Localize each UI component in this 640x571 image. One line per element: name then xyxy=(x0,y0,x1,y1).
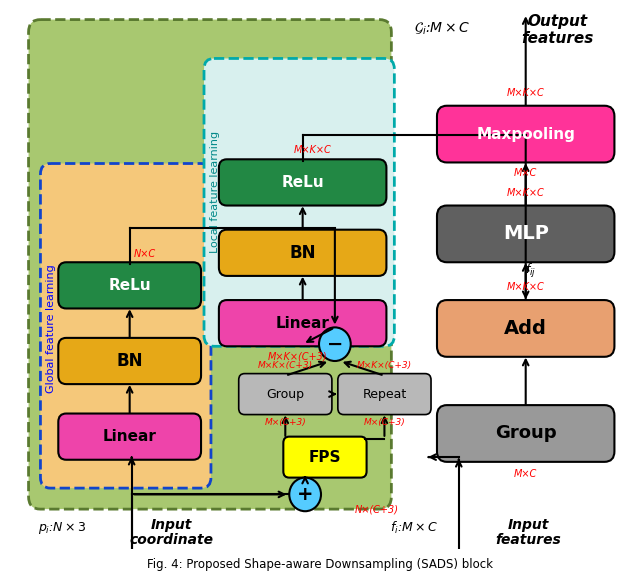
Text: features: features xyxy=(495,533,561,546)
Text: $\mathcal{G}_i$:$M\times C$: $\mathcal{G}_i$:$M\times C$ xyxy=(414,21,471,37)
FancyBboxPatch shape xyxy=(284,437,367,477)
Text: M×K×(C+3): M×K×(C+3) xyxy=(357,361,412,369)
Text: M×K×C: M×K×C xyxy=(294,145,332,155)
FancyBboxPatch shape xyxy=(40,163,211,488)
FancyBboxPatch shape xyxy=(338,373,431,415)
Text: features: features xyxy=(522,31,594,46)
Text: Input: Input xyxy=(508,518,549,532)
Text: MLP: MLP xyxy=(503,224,548,243)
Text: −: − xyxy=(326,335,343,353)
Text: coordinate: coordinate xyxy=(129,533,213,546)
Text: Group: Group xyxy=(495,424,557,443)
Text: M×C: M×C xyxy=(514,168,538,178)
Text: Linear: Linear xyxy=(276,316,330,331)
Text: BN: BN xyxy=(116,352,143,370)
Text: M×K×C: M×K×C xyxy=(507,188,545,198)
FancyBboxPatch shape xyxy=(58,413,201,460)
FancyBboxPatch shape xyxy=(204,58,394,346)
Text: BN: BN xyxy=(289,244,316,262)
Circle shape xyxy=(319,327,351,361)
Text: M×K×C: M×K×C xyxy=(507,88,545,98)
Text: M×K×C: M×K×C xyxy=(507,283,545,292)
Text: Global feature learning: Global feature learning xyxy=(46,264,56,393)
Text: Local feature learning: Local feature learning xyxy=(210,131,220,253)
Text: $p_i$:$N\times 3$: $p_i$:$N\times 3$ xyxy=(38,520,86,536)
Text: Repeat: Repeat xyxy=(362,388,406,401)
Text: N×(C+3): N×(C+3) xyxy=(355,504,399,514)
Text: Group: Group xyxy=(266,388,304,401)
Text: M×K×(C+3): M×K×(C+3) xyxy=(268,352,328,362)
Text: FPS: FPS xyxy=(308,449,341,465)
Text: $f_{ij}$: $f_{ij}$ xyxy=(525,262,536,280)
Text: +: + xyxy=(297,485,314,504)
Text: ReLu: ReLu xyxy=(108,278,151,293)
Circle shape xyxy=(289,477,321,511)
Text: Maxpooling: Maxpooling xyxy=(476,127,575,142)
Text: N×C: N×C xyxy=(134,249,156,259)
FancyBboxPatch shape xyxy=(219,300,387,346)
Text: M×(C+3): M×(C+3) xyxy=(264,419,306,428)
FancyBboxPatch shape xyxy=(437,106,614,163)
FancyBboxPatch shape xyxy=(437,300,614,357)
Text: Add: Add xyxy=(504,319,547,338)
Text: Input: Input xyxy=(150,518,192,532)
FancyBboxPatch shape xyxy=(437,405,614,462)
FancyBboxPatch shape xyxy=(58,338,201,384)
Text: M×(C+3): M×(C+3) xyxy=(364,419,405,428)
Text: ReLu: ReLu xyxy=(282,175,324,190)
FancyBboxPatch shape xyxy=(239,373,332,415)
Text: Fig. 4: Proposed Shape-aware Downsampling (SADS) block: Fig. 4: Proposed Shape-aware Downsamplin… xyxy=(147,558,493,571)
FancyBboxPatch shape xyxy=(219,159,387,206)
FancyBboxPatch shape xyxy=(58,262,201,308)
Text: Linear: Linear xyxy=(103,429,157,444)
FancyBboxPatch shape xyxy=(219,230,387,276)
Text: Output: Output xyxy=(528,14,588,29)
FancyBboxPatch shape xyxy=(29,19,392,509)
Text: M×C: M×C xyxy=(514,469,538,480)
Text: M×K×(C+3): M×K×(C+3) xyxy=(258,361,313,369)
FancyBboxPatch shape xyxy=(437,206,614,262)
Text: $f_i$:$M\times C$: $f_i$:$M\times C$ xyxy=(390,520,438,536)
